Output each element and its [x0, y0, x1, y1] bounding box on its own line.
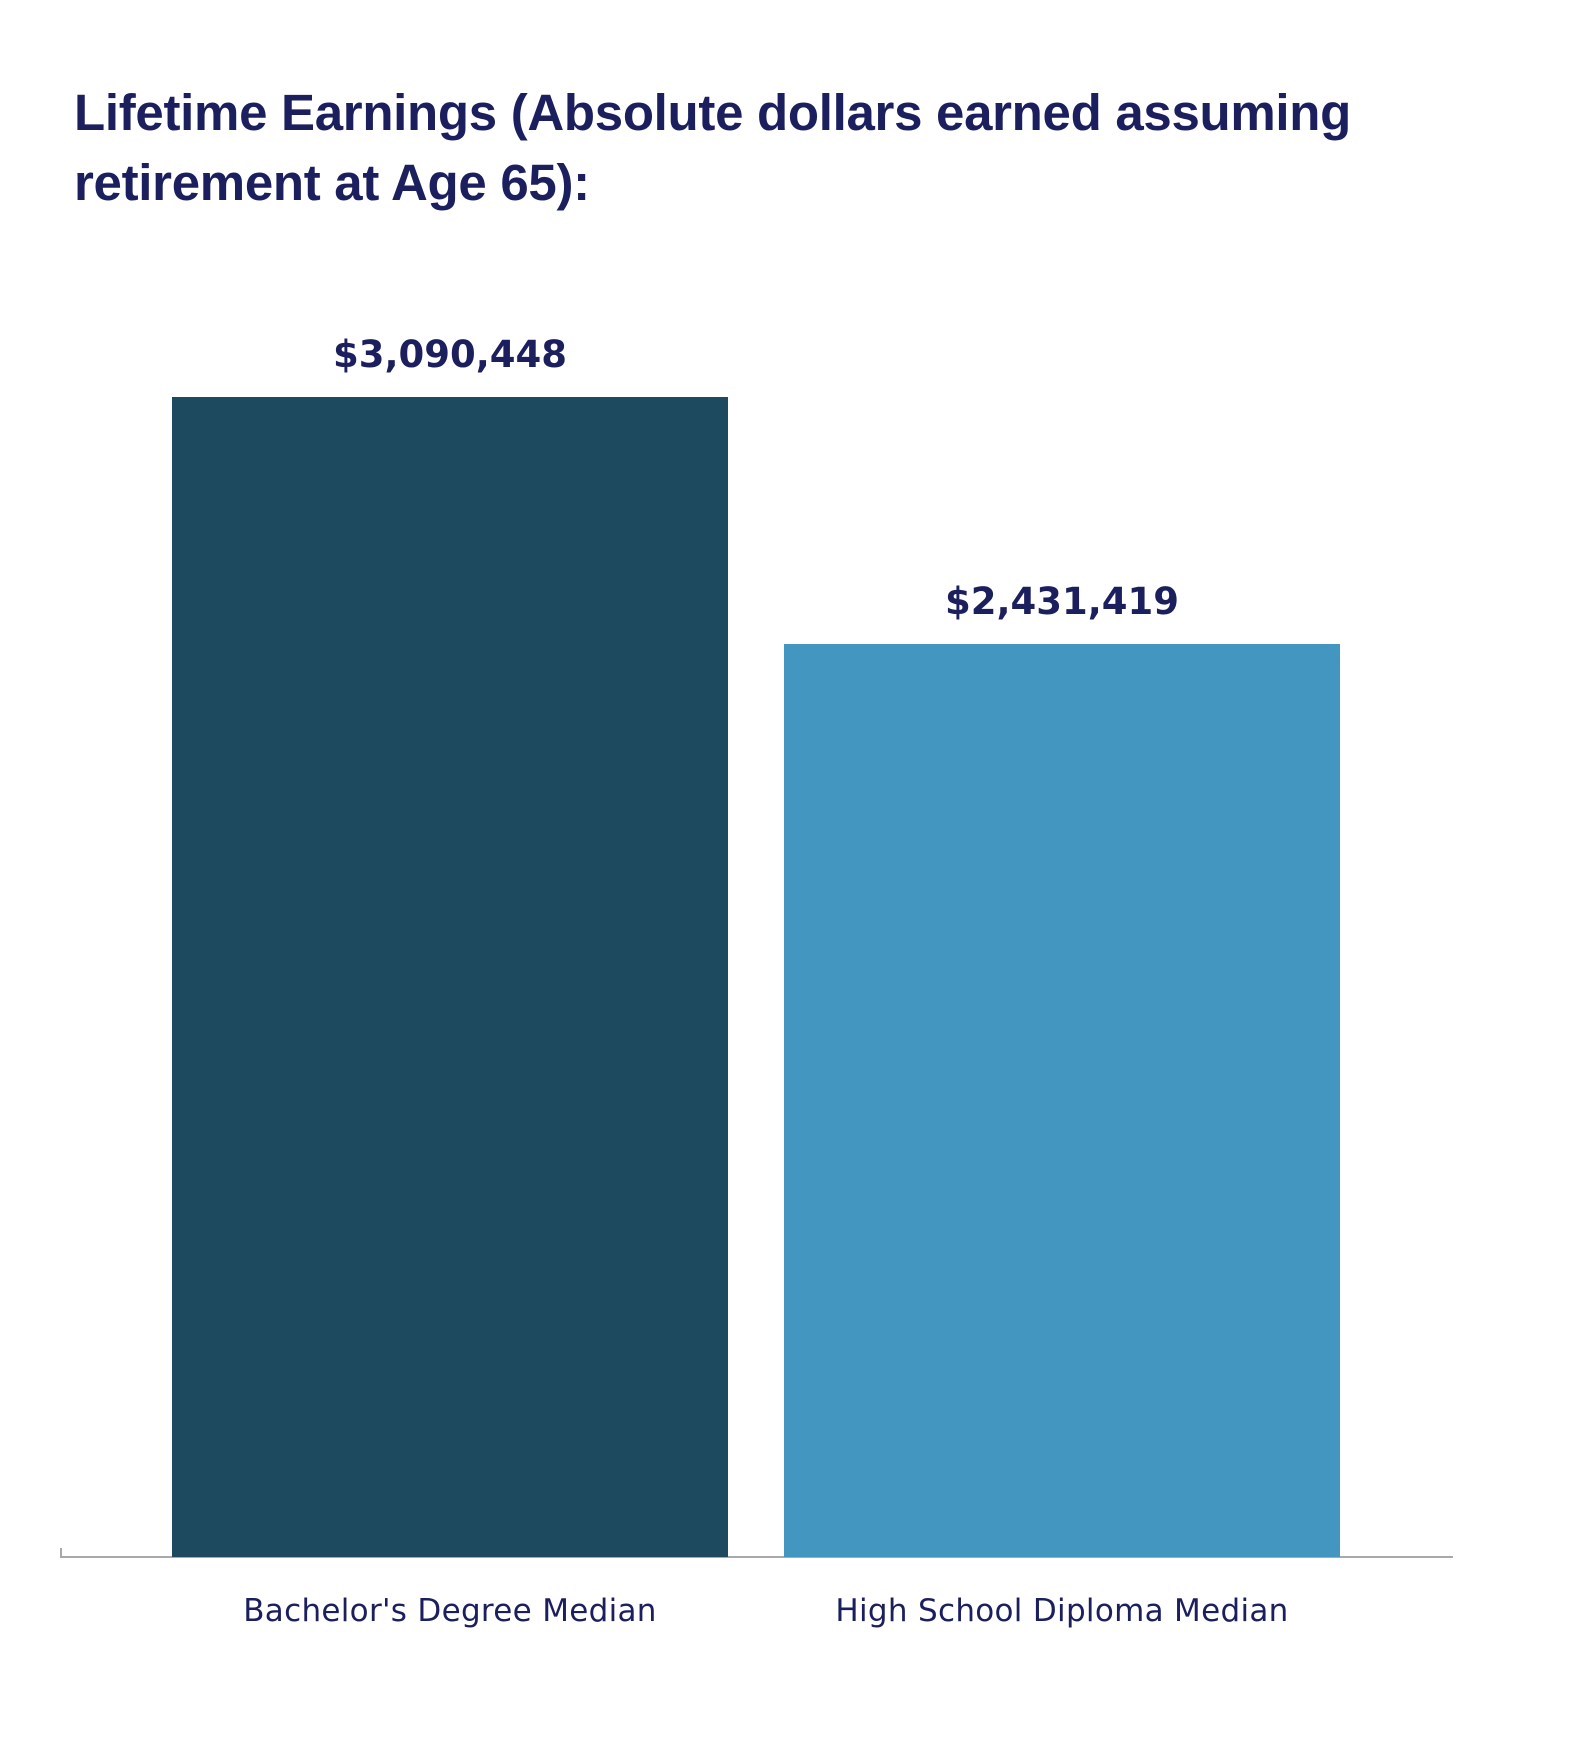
- chart-title: Lifetime Earnings (Absolute dollars earn…: [74, 78, 1514, 218]
- bar-bachelors-degree: [172, 397, 728, 1557]
- bar-high-school-diploma: [784, 644, 1340, 1557]
- category-label-bachelors-degree: Bachelor's Degree Median: [243, 1593, 657, 1629]
- category-label-high-school-diploma: High School Diploma Median: [835, 1593, 1289, 1629]
- chart-title-line-2: retirement at Age 65):: [74, 154, 590, 211]
- x-axis-line: [60, 1556, 1453, 1558]
- chart-title-line-1: Lifetime Earnings (Absolute dollars earn…: [74, 84, 1351, 141]
- value-label-bachelors-degree: $3,090,448: [332, 333, 568, 376]
- x-axis-tick: [60, 1548, 62, 1557]
- value-label-high-school-diploma: $2,431,419: [944, 580, 1180, 623]
